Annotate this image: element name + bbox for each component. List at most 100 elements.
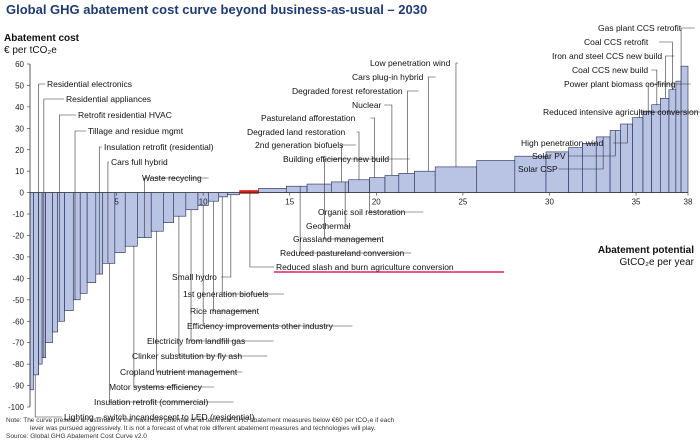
bar-43	[632, 117, 644, 193]
annotation-leader	[558, 136, 604, 170]
annotation-leader	[341, 144, 356, 182]
annotation-leader	[59, 114, 76, 322]
annotation-leader	[384, 104, 393, 176]
bar-32	[398, 173, 415, 193]
annotation-leader	[178, 216, 268, 357]
bar-39	[582, 143, 597, 193]
annotation-label: Degraded land restoration	[247, 127, 346, 137]
x-tick-label: 5	[114, 198, 119, 207]
bar-31	[384, 175, 400, 193]
bar-9	[79, 192, 88, 294]
axes-group: 60 50 40 30 20 10 0 -10 -20 -30 -40 -50 -60 -70 -80 -90…	[8, 60, 693, 412]
annotation-label: Residential appliances	[66, 94, 151, 104]
bar-24	[239, 190, 259, 194]
annotation-label: Low penetration wind	[370, 58, 451, 68]
x-axis-label: Abatement potential GtCO₂e per year	[598, 245, 694, 269]
y-tick-label: -100	[8, 403, 25, 412]
annotation-leader	[568, 130, 616, 157]
y-tick-label: -20	[12, 232, 24, 241]
annotation-leader	[133, 246, 215, 388]
annotation-label: Lighting – switch incandescent to LED (r…	[64, 412, 255, 422]
annotation-label: Power plant biomass co-firing	[564, 79, 676, 89]
annotation-leader	[659, 41, 673, 90]
annotation-label: High penetration wind	[521, 138, 603, 148]
y-axis-label-line2: € per tCO₂e	[4, 45, 57, 56]
annotation-label: Organic soil restoration	[318, 207, 406, 217]
annotation-label: Nuclear	[352, 100, 381, 110]
annotation-leader	[324, 184, 381, 240]
annotation-leader	[370, 117, 375, 178]
bar-47	[668, 89, 677, 193]
y-tick-label: -50	[12, 296, 24, 305]
bar-8	[72, 192, 81, 301]
x-tick-label: 25	[458, 198, 467, 207]
annotation-leader	[356, 131, 360, 180]
y-tick-label: 60	[15, 60, 24, 69]
annotation-label: Coal CCS retrofit	[584, 37, 649, 47]
annotation-leader	[613, 124, 628, 144]
x-axis-label-line2: GtCO₂e per year	[619, 257, 694, 268]
chart-title: Global GHG abatement cost curve beyond b…	[6, 2, 428, 17]
y-tick-label: -40	[12, 274, 24, 283]
annotation-leader	[299, 186, 411, 254]
annotation-label: Pastureland afforestation	[261, 113, 356, 123]
y-tick-label: 30	[15, 124, 24, 133]
source-line: Source: Global GHG Abatement Cost Curve …	[6, 433, 147, 440]
bar-35	[476, 160, 516, 193]
annotation-leader	[221, 196, 284, 295]
annotation-label: Coal CCS new build	[572, 65, 648, 75]
annotation-leader	[324, 158, 410, 185]
annotation-leader	[639, 111, 700, 118]
note-line-2: lever was pursued aggressively. It is no…	[30, 425, 376, 432]
bar-42	[620, 123, 633, 193]
bar-10	[86, 192, 97, 283]
y-axis-label: Abatement cost € per tCO₂e	[4, 33, 79, 57]
bar-48	[675, 80, 682, 193]
x-tick-label: 35	[632, 198, 641, 207]
x-tick-label: 15	[285, 198, 294, 207]
bar-49	[680, 65, 689, 193]
y-tick-label: 50	[15, 81, 24, 90]
annotation-label: Degraded forest reforestation	[292, 86, 403, 96]
annotation-leader	[249, 190, 274, 268]
bar-30	[369, 177, 386, 193]
annotation-leader	[190, 209, 274, 342]
annotation-leader	[651, 69, 658, 105]
x-tick-label: 10	[199, 198, 208, 207]
bar-21	[208, 192, 220, 202]
annotation-label: Retrofit residential HVAC	[78, 110, 172, 120]
y-tick-label: 40	[15, 103, 24, 112]
y-tick-label: -10	[12, 210, 24, 219]
annotation-leader	[369, 179, 424, 213]
y-tick-label: -60	[12, 317, 24, 326]
bar-12	[102, 192, 116, 264]
annotation-label: Solar CSP	[518, 164, 558, 174]
bar-6	[57, 192, 65, 322]
bar-34	[434, 166, 478, 193]
annotation-label: Reduced intensive agriculture conversion	[543, 107, 699, 117]
bar-27	[306, 183, 332, 193]
annotation-leader	[74, 130, 86, 300]
bar-33	[414, 170, 436, 193]
bar-7	[64, 192, 74, 311]
annotation-label: Iron and steel CCS new build	[552, 51, 662, 61]
annotation-leader	[221, 194, 232, 278]
annotation-label: Residential electronics	[47, 79, 132, 89]
bar-16	[150, 192, 164, 232]
y-tick-label: -30	[12, 253, 24, 262]
annotation-leader	[109, 263, 234, 403]
x-tick-label: 20	[372, 198, 381, 207]
annotation-leader	[427, 76, 436, 172]
annotation-leader	[407, 90, 419, 174]
bar-38	[568, 147, 583, 193]
annotation-leader	[156, 231, 243, 373]
annotation-label: Gas plant CCS retrofit	[598, 23, 682, 33]
annotation-leader	[143, 177, 209, 238]
annotation-leader	[107, 161, 109, 264]
bar-0	[29, 192, 34, 391]
annotation-label: Geothermal	[306, 221, 351, 231]
annotation-label: Small hydro	[172, 272, 217, 282]
annotation-leader	[680, 27, 695, 82]
bar-4	[45, 192, 53, 343]
annotation-leader	[647, 83, 691, 112]
